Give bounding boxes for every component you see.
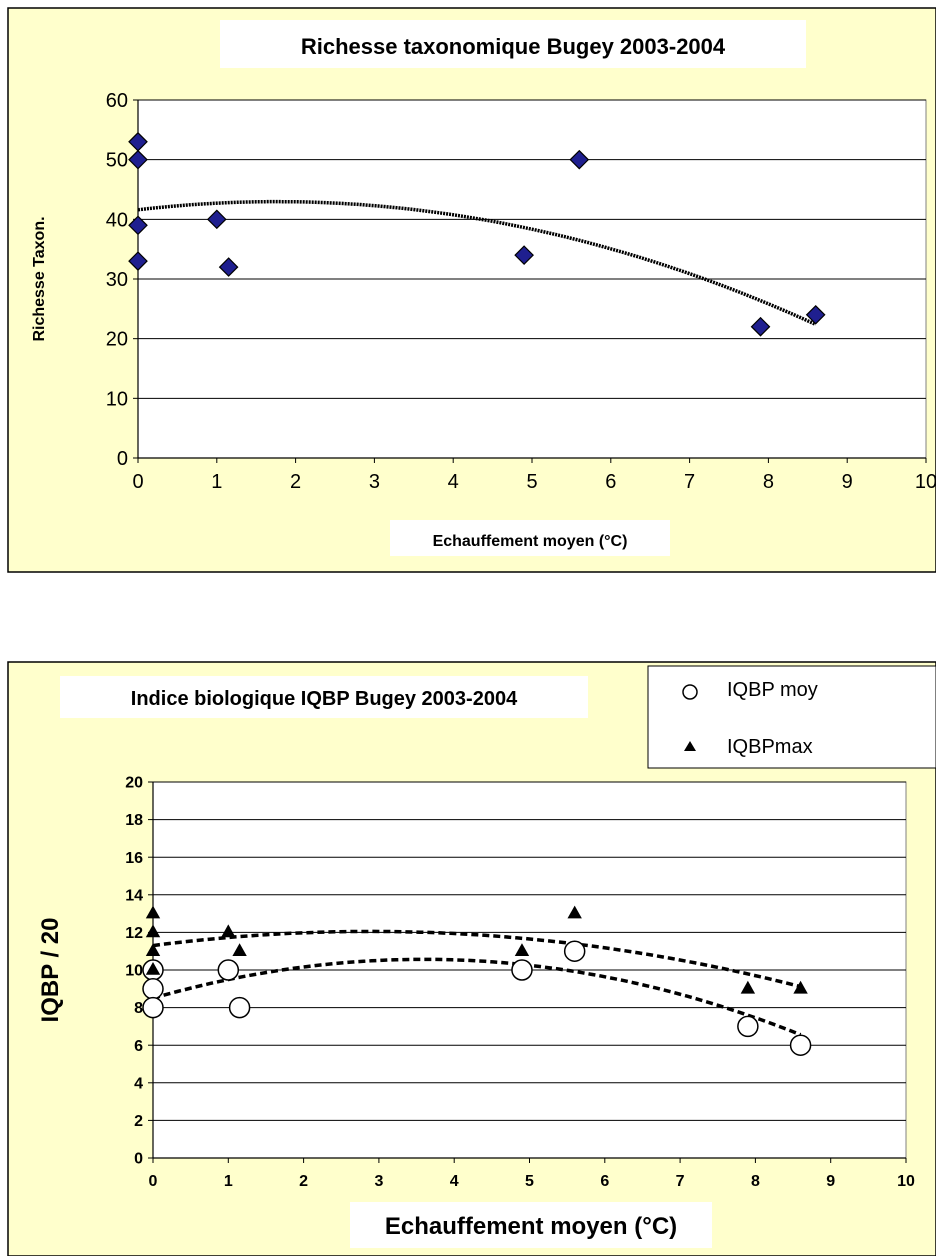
chart-2-y-ticks: 0 2 4 6 8 10 12 14 16 18 20 <box>125 775 153 1168</box>
y-tick-label: 10 <box>106 388 128 410</box>
y-tick-label: 50 <box>106 150 128 172</box>
chart-2-legend: IQBP moy IQBPmax <box>647 665 936 769</box>
data-point-diamond <box>128 215 148 236</box>
chart-2-x-ticks: 0 1 2 3 4 5 6 7 8 9 10 <box>149 1158 915 1190</box>
y-tick-label: 2 <box>134 1113 143 1130</box>
x-tick-label: 10 <box>915 471 936 493</box>
y-tick-label: 30 <box>106 269 128 291</box>
data-point-diamond <box>206 209 227 230</box>
y-tick-label: 20 <box>106 329 128 351</box>
chart-2-trendlines <box>152 929 802 1037</box>
data-point-circle <box>228 996 251 1019</box>
x-tick-label: 7 <box>676 1173 685 1190</box>
y-tick-label: 60 <box>106 90 128 112</box>
y-tick-label: 12 <box>125 925 143 942</box>
data-point-triangle <box>145 943 161 956</box>
trendline-iqbpmax <box>152 929 802 989</box>
chart-1-ylabel: Richesse Taxon. <box>31 216 48 341</box>
data-point-circle <box>737 1015 759 1038</box>
data-point-circle <box>217 959 240 981</box>
x-tick-label: 10 <box>897 1173 915 1190</box>
legend-label-iqbpmax: IQBPmax <box>727 736 813 758</box>
chart-1-title: Richesse taxonomique Bugey 2003-2004 <box>301 34 726 59</box>
data-point-circle <box>563 940 586 962</box>
data-point-triangle <box>221 924 236 938</box>
x-tick-label: 4 <box>450 1173 459 1190</box>
data-point-triangle <box>567 905 582 919</box>
data-point-diamond <box>128 251 148 271</box>
y-tick-label: 16 <box>125 850 143 867</box>
chart-1-gridlines <box>137 99 926 459</box>
x-tick-label: 4 <box>448 471 459 493</box>
data-point-diamond <box>805 304 826 325</box>
chart-1: 0 10 20 30 40 50 60 0 1 2 3 4 5 6 7 8 9 10 Richesse taxo… <box>7 7 936 573</box>
x-tick-label: 5 <box>526 471 537 493</box>
x-tick-label: 9 <box>842 471 853 493</box>
x-tick-label: 8 <box>763 471 774 493</box>
data-point-diamond <box>128 149 148 170</box>
chart-1-points <box>128 131 826 337</box>
data-point-diamond <box>750 316 771 337</box>
data-point-circle <box>789 1034 812 1056</box>
chart-2-title-bg <box>60 676 588 718</box>
chart-1-y-ticks: 0 10 20 30 40 50 60 <box>106 90 138 470</box>
chart-1-trendline <box>137 199 817 326</box>
data-point-triangle <box>514 943 530 956</box>
data-point-diamond <box>569 149 590 170</box>
data-point-triangle <box>232 943 247 956</box>
trendline <box>137 199 817 326</box>
x-tick-label: 5 <box>525 1173 534 1190</box>
x-tick-label: 7 <box>684 471 695 493</box>
data-point-triangle <box>145 924 161 938</box>
chart-2-xlabel: Echauffement moyen (°C) <box>385 1213 677 1240</box>
data-point-circle <box>142 978 164 1000</box>
y-tick-label: 4 <box>134 1075 143 1092</box>
data-point-diamond <box>514 245 534 265</box>
legend-circle-marker <box>682 684 698 700</box>
x-tick-label: 3 <box>369 471 380 493</box>
trendline-iqbp-moy <box>152 957 802 1037</box>
chart-2-points <box>142 905 812 1056</box>
chart-1-title-bg <box>220 20 806 68</box>
y-tick-label: 6 <box>134 1038 143 1055</box>
chart-1-x-ticks: 0 1 2 3 4 5 6 7 8 9 10 <box>132 458 936 493</box>
y-tick-label: 14 <box>125 887 143 904</box>
data-point-diamond <box>218 257 239 277</box>
y-tick-label: 8 <box>134 1000 143 1017</box>
x-tick-label: 0 <box>132 471 143 493</box>
chart-2-title: Indice biologique IQBP Bugey 2003-2004 <box>131 688 518 710</box>
x-tick-label: 3 <box>374 1173 383 1190</box>
y-tick-label: 0 <box>117 448 128 470</box>
chart-1-xlabel: Echauffement moyen (°C) <box>433 533 628 550</box>
data-point-triangle <box>145 962 161 975</box>
data-point-triangle <box>145 905 161 919</box>
x-tick-label: 0 <box>149 1173 158 1190</box>
y-tick-label: 40 <box>106 209 128 231</box>
x-tick-label: 9 <box>826 1173 835 1190</box>
chart-2-ylabel: IQBP / 20 <box>37 918 64 1023</box>
y-tick-label: 10 <box>125 963 143 980</box>
x-tick-label: 1 <box>224 1173 233 1190</box>
data-point-triangle <box>793 980 808 994</box>
y-tick-label: 0 <box>134 1151 143 1168</box>
data-point-circle <box>142 996 164 1019</box>
chart-1-xlabel-bg <box>390 520 670 556</box>
x-tick-label: 6 <box>605 471 616 493</box>
x-tick-label: 6 <box>600 1173 609 1190</box>
x-tick-label: 2 <box>290 471 301 493</box>
y-tick-label: 20 <box>125 775 143 792</box>
legend-triangle-marker <box>684 741 696 751</box>
x-tick-label: 1 <box>211 471 222 493</box>
x-tick-label: 8 <box>751 1173 760 1190</box>
data-point-circle <box>511 959 533 981</box>
x-tick-label: 2 <box>299 1173 308 1190</box>
legend-label-iqbp-moy: IQBP moy <box>727 679 818 701</box>
data-point-triangle <box>740 980 756 994</box>
y-tick-label: 18 <box>125 812 143 829</box>
chart-2-xlabel-bg <box>350 1202 712 1248</box>
